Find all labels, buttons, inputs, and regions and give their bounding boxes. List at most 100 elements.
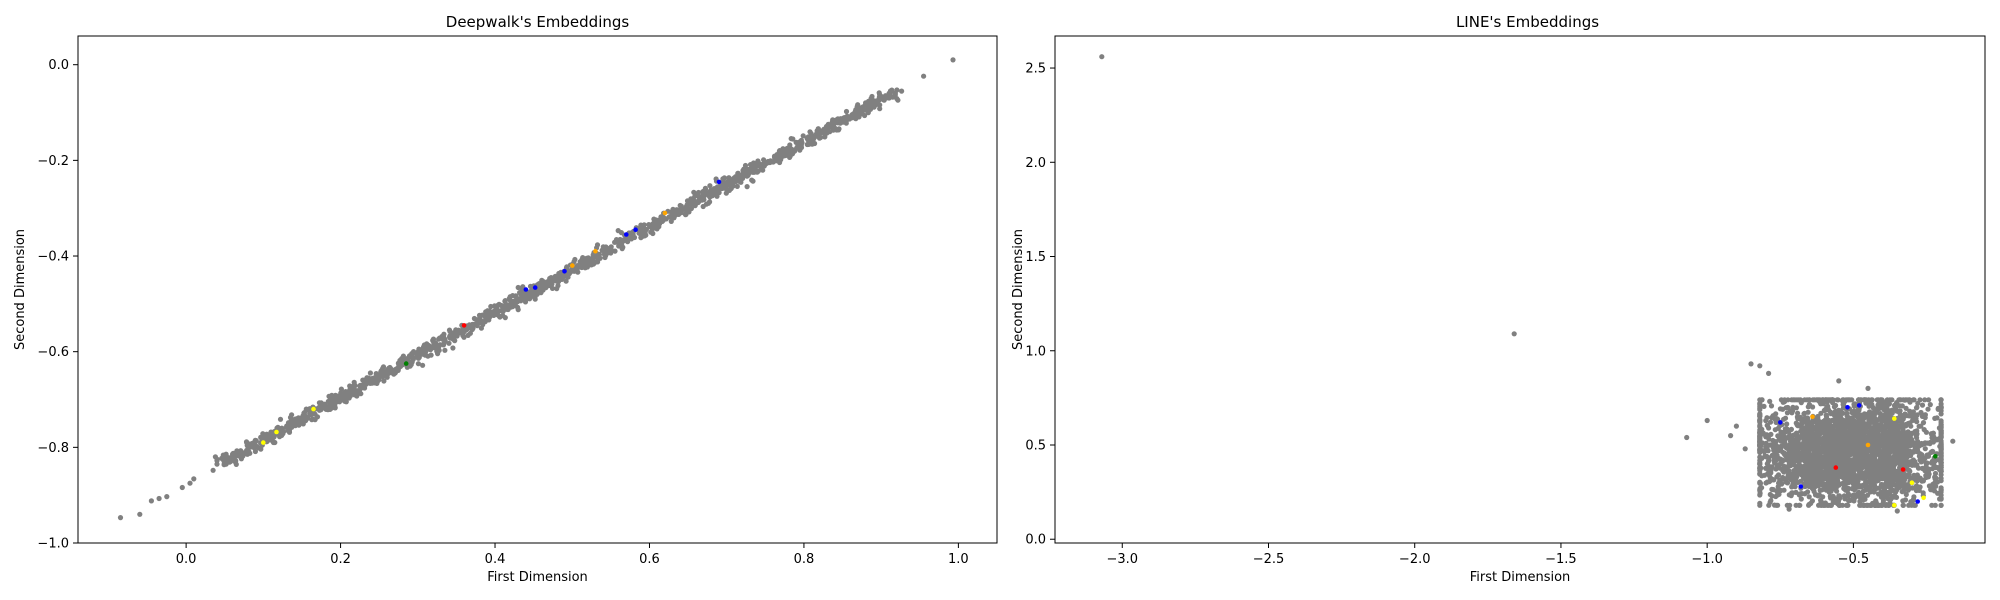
highlight-point bbox=[532, 285, 538, 290]
scatter-point bbox=[307, 406, 313, 412]
line-points bbox=[1099, 54, 1956, 514]
scatter-point bbox=[1914, 483, 1920, 489]
scatter-point bbox=[1884, 436, 1890, 442]
scatter-point bbox=[804, 141, 810, 148]
scatter-point bbox=[798, 137, 805, 143]
scatter-point bbox=[392, 369, 398, 375]
scatter-point bbox=[380, 373, 386, 380]
x-tick-label: 0.0 bbox=[176, 552, 197, 567]
scatter-point bbox=[852, 108, 858, 115]
scatter-point bbox=[1827, 422, 1833, 428]
scatter-point bbox=[1892, 402, 1898, 408]
deepwalk-x-axis-label: First Dimension bbox=[487, 570, 588, 585]
scatter-point bbox=[465, 332, 471, 338]
scatter-point bbox=[1757, 400, 1763, 406]
scatter-point bbox=[1855, 415, 1861, 421]
scatter-point bbox=[1894, 483, 1900, 489]
scatter-point bbox=[1834, 499, 1840, 505]
scatter-point bbox=[1829, 450, 1835, 456]
scatter-point bbox=[1895, 429, 1901, 435]
scatter-point bbox=[409, 359, 415, 365]
scatter-point bbox=[437, 335, 443, 341]
scatter-point bbox=[1757, 492, 1763, 498]
scatter-point bbox=[737, 178, 743, 184]
scatter-point bbox=[707, 199, 713, 205]
scatter-point bbox=[1886, 502, 1892, 508]
x-tick-label: 0.2 bbox=[330, 552, 351, 567]
scatter-point bbox=[1801, 429, 1807, 435]
highlight-point bbox=[1845, 405, 1850, 410]
scatter-point bbox=[1823, 412, 1829, 418]
scatter-point bbox=[1874, 407, 1880, 413]
scatter-point bbox=[522, 291, 528, 297]
scatter-point bbox=[1796, 461, 1802, 467]
scatter-point bbox=[223, 451, 229, 457]
scatter-point bbox=[1894, 508, 1900, 514]
scatter-point bbox=[1798, 491, 1804, 497]
scatter-point bbox=[1780, 406, 1786, 412]
scatter-point bbox=[179, 484, 185, 491]
scatter-point bbox=[214, 456, 220, 462]
scatter-point bbox=[1821, 456, 1827, 462]
scatter-point bbox=[1820, 439, 1826, 445]
scatter-point bbox=[396, 364, 402, 370]
scatter-point bbox=[1908, 459, 1914, 465]
scatter-point bbox=[1757, 413, 1763, 419]
scatter-point bbox=[117, 515, 124, 521]
scatter-point bbox=[342, 390, 348, 396]
scatter-point bbox=[461, 334, 467, 340]
scatter-point bbox=[1838, 424, 1844, 430]
scatter-point bbox=[714, 190, 720, 196]
scatter-point bbox=[1766, 457, 1772, 463]
scatter-point bbox=[563, 278, 569, 284]
scatter-point bbox=[1938, 442, 1944, 448]
scatter-point bbox=[707, 183, 713, 189]
scatter-point bbox=[1796, 443, 1802, 449]
scatter-point bbox=[1864, 465, 1870, 471]
scatter-point bbox=[148, 498, 154, 504]
scatter-point bbox=[506, 296, 512, 302]
scatter-point bbox=[1917, 397, 1923, 403]
scatter-point bbox=[1704, 417, 1710, 424]
scatter-point bbox=[501, 303, 507, 309]
deepwalk-scatter-panel: Deepwalk's Embeddings 0.0 0.2 0.4 0.6 0.8 1.0… bbox=[13, 13, 998, 585]
scatter-point bbox=[531, 291, 538, 297]
scatter-point bbox=[1926, 483, 1932, 489]
scatter-point bbox=[1844, 411, 1850, 417]
scatter-point bbox=[1872, 464, 1878, 470]
scatter-point bbox=[740, 167, 746, 174]
scatter-point bbox=[1847, 416, 1853, 422]
y-tick-label: −1.0 bbox=[37, 537, 69, 552]
scatter-point bbox=[1838, 408, 1844, 414]
scatter-point bbox=[522, 299, 529, 305]
scatter-point bbox=[688, 201, 694, 207]
scatter-point bbox=[676, 211, 682, 217]
scatter-point bbox=[1775, 472, 1782, 478]
scatter-point bbox=[1880, 498, 1886, 504]
highlight-point bbox=[311, 406, 316, 412]
scatter-point bbox=[876, 90, 882, 96]
scatter-point bbox=[1918, 458, 1924, 464]
scatter-point bbox=[1909, 449, 1915, 455]
scatter-point bbox=[657, 221, 663, 227]
scatter-point bbox=[1898, 397, 1904, 403]
scatter-point bbox=[1773, 466, 1779, 472]
scatter-point bbox=[1906, 438, 1912, 444]
scatter-point bbox=[458, 330, 464, 336]
scatter-point bbox=[1917, 451, 1923, 457]
scatter-point bbox=[580, 257, 586, 263]
scatter-point bbox=[1915, 465, 1922, 471]
scatter-point bbox=[1785, 397, 1791, 403]
scatter-point bbox=[1765, 463, 1772, 469]
scatter-point bbox=[1852, 459, 1859, 465]
scatter-point bbox=[658, 214, 664, 220]
scatter-point bbox=[1757, 438, 1763, 445]
y-tick-label: 1.0 bbox=[1025, 344, 1046, 359]
scatter-point bbox=[1767, 442, 1773, 448]
scatter-point bbox=[1809, 432, 1815, 438]
scatter-point bbox=[1834, 457, 1840, 464]
scatter-point bbox=[1902, 431, 1908, 437]
scatter-point bbox=[1767, 419, 1774, 425]
scatter-point bbox=[233, 461, 239, 467]
scatter-point bbox=[1855, 427, 1861, 433]
